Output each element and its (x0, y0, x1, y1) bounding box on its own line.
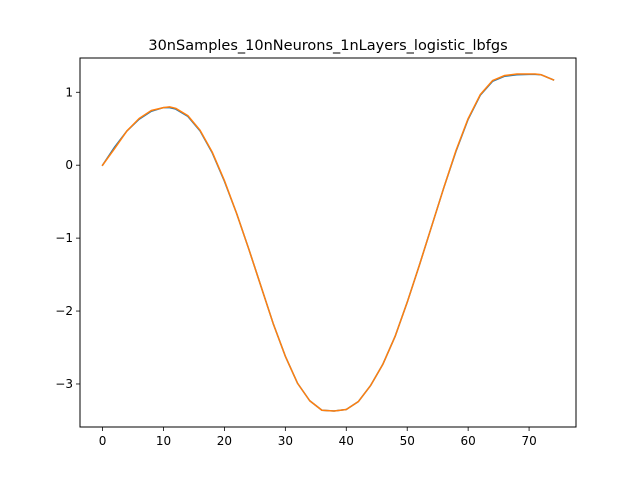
plot-area-frame (79, 57, 577, 428)
x-axis-ticks: 0 10 20 30 40 50 60 70 (99, 427, 537, 448)
x-tick-label: 70 (521, 434, 536, 448)
y-tick-label: −3 (55, 377, 73, 391)
x-tick-label: 30 (278, 434, 293, 448)
x-tick-label: 20 (217, 434, 232, 448)
y-axis-ticks: 1 0 −1 −2 −3 (55, 85, 80, 391)
x-tick-label: 40 (339, 434, 354, 448)
series-layer (101, 73, 555, 412)
chart-title: 30nSamples_10nNeurons_1nLayers_logistic_… (148, 38, 507, 54)
x-tick-label: 50 (400, 434, 415, 448)
x-tick-label: 60 (461, 434, 476, 448)
y-tick-label: −1 (55, 231, 73, 245)
y-tick-label: −2 (55, 304, 73, 318)
y-tick-label: 1 (65, 85, 73, 99)
x-tick-label: 0 (99, 434, 107, 448)
series-line-2 (101, 73, 555, 412)
y-tick-label: 0 (65, 158, 73, 172)
x-tick-label: 10 (156, 434, 171, 448)
